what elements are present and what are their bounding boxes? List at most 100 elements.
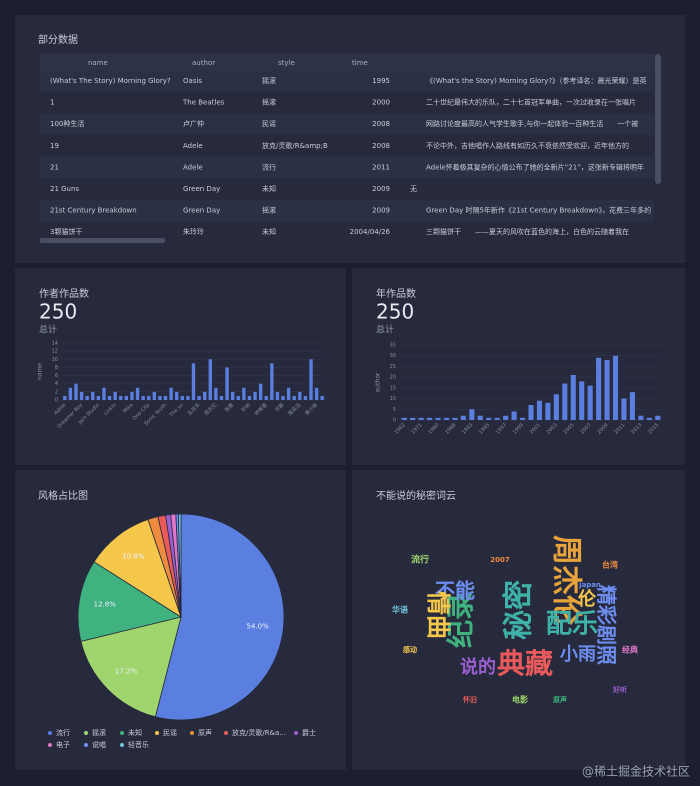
bar bbox=[410, 417, 416, 420]
cell: 卢广仲 bbox=[183, 119, 204, 128]
word: 秘密 bbox=[502, 580, 537, 640]
bar bbox=[91, 391, 95, 400]
total: 250 bbox=[39, 300, 77, 324]
y-tick-label: 0 bbox=[393, 418, 396, 424]
table-header bbox=[40, 54, 655, 72]
word: 纪录 bbox=[444, 592, 477, 648]
table-title: 部分数据 bbox=[38, 33, 78, 46]
cell: 《(What's the Story) Morning Glory?》（参考译名… bbox=[426, 76, 647, 85]
bar bbox=[219, 395, 224, 400]
bar bbox=[418, 417, 424, 420]
word: 周杰伦 bbox=[549, 535, 584, 626]
pie-slice bbox=[154, 513, 285, 721]
cell: 未知 bbox=[262, 227, 276, 236]
bar bbox=[621, 398, 627, 420]
row-bg bbox=[40, 113, 654, 135]
bar bbox=[169, 387, 173, 400]
bar bbox=[130, 391, 134, 400]
slice-label: 54.0% bbox=[247, 623, 270, 631]
bar bbox=[175, 391, 179, 400]
bar bbox=[275, 391, 280, 400]
bar bbox=[186, 395, 190, 400]
legend-label: 民谣 bbox=[163, 728, 177, 737]
bar bbox=[545, 402, 551, 420]
y-tick-label: 12 bbox=[52, 349, 58, 355]
bar bbox=[113, 391, 117, 400]
bar bbox=[197, 395, 201, 400]
cell: 1995 bbox=[372, 77, 390, 85]
bar bbox=[225, 367, 229, 400]
cell: 摇滚 bbox=[262, 206, 276, 215]
bar bbox=[427, 417, 433, 420]
bar bbox=[646, 417, 652, 420]
bar bbox=[503, 415, 509, 420]
table-panel bbox=[15, 15, 685, 263]
y-tick-label: 25 bbox=[390, 364, 396, 370]
watermark: @稀土掘金技术社区 bbox=[582, 764, 690, 779]
bar bbox=[309, 359, 313, 400]
bar bbox=[96, 395, 101, 400]
slice-label: 17.2% bbox=[115, 667, 138, 675]
y-axis-label: author bbox=[375, 372, 382, 392]
bar bbox=[655, 415, 661, 420]
y-tick-label: 10 bbox=[390, 396, 396, 402]
word: 小雨 bbox=[560, 644, 596, 665]
pie-slice bbox=[178, 513, 182, 618]
cell: (What's The Story) Morning Glory? bbox=[50, 77, 171, 85]
bar bbox=[180, 395, 184, 400]
y-tick-label: 2 bbox=[55, 389, 58, 395]
word: 原声 bbox=[553, 695, 567, 704]
cell: Green Day bbox=[183, 185, 220, 193]
bar bbox=[236, 395, 240, 400]
y-tick-label: 30 bbox=[390, 353, 396, 359]
legend-marker bbox=[224, 731, 228, 735]
y-tick-label: 0 bbox=[55, 398, 58, 404]
y-tick-label: 5 bbox=[393, 407, 396, 413]
bar bbox=[270, 363, 274, 400]
bar bbox=[68, 387, 73, 400]
bar bbox=[452, 417, 458, 420]
bar bbox=[292, 395, 296, 400]
bar bbox=[147, 395, 151, 400]
bar bbox=[214, 387, 218, 400]
bar bbox=[191, 363, 196, 400]
cell: 2009 bbox=[372, 207, 390, 215]
cell: 100种生活 bbox=[50, 119, 84, 128]
cell: 21 Guns bbox=[50, 185, 79, 193]
y-tick-label: 15 bbox=[390, 385, 396, 391]
word: 精彩剧照 bbox=[595, 585, 619, 665]
cell: 放克/灵歌/R&amp;B bbox=[262, 141, 328, 150]
bar bbox=[629, 392, 635, 420]
bar bbox=[579, 381, 585, 420]
cell: Adele怀着极其复杂的心情公布了她的全新片“21”，这张新专辑将明年 bbox=[426, 162, 644, 171]
y-axis-label: name bbox=[37, 363, 44, 380]
bar bbox=[587, 385, 593, 420]
cell: 2008 bbox=[372, 142, 390, 150]
bar bbox=[401, 417, 407, 420]
bar bbox=[511, 411, 517, 420]
bar bbox=[102, 387, 106, 400]
bar bbox=[553, 394, 559, 420]
y-tick-label: 4 bbox=[55, 381, 58, 387]
bar bbox=[158, 395, 162, 400]
bar bbox=[520, 417, 526, 420]
v-scrollbar[interactable] bbox=[655, 54, 661, 184]
bar bbox=[258, 383, 263, 400]
cell: 网路讨论度最高的人气学生歌手,与你一起体验一百种生活 一个被 bbox=[426, 119, 638, 128]
word: 典藏 bbox=[497, 647, 553, 680]
bar bbox=[74, 383, 78, 400]
legend-marker bbox=[155, 731, 159, 735]
cell: 2004/04/26 bbox=[350, 228, 391, 236]
total-label: 总计 bbox=[39, 324, 57, 336]
bar bbox=[469, 409, 475, 420]
cell: 二十世纪最伟大的乐队，二十七首冠军单曲，一次过收录在一张唱片 bbox=[426, 98, 636, 107]
bar bbox=[63, 395, 67, 400]
word: 好听 bbox=[612, 685, 627, 694]
bar bbox=[253, 391, 257, 400]
cell: The Beatles bbox=[182, 99, 225, 107]
h-scrollbar[interactable] bbox=[40, 238, 165, 243]
legend-marker bbox=[120, 731, 124, 735]
bar bbox=[320, 395, 324, 400]
word: 感动 bbox=[403, 645, 417, 654]
pie-slice bbox=[80, 616, 182, 718]
